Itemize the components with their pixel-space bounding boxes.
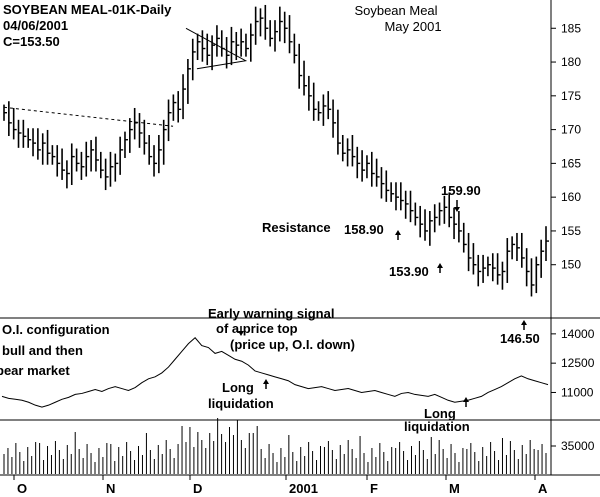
oi-axis-ticks: 11000 12500 14000 bbox=[551, 327, 595, 399]
x-tick-label: N bbox=[106, 481, 115, 496]
triangle-pattern bbox=[185, 27, 248, 70]
early-warning-line2: of a price top bbox=[216, 321, 298, 336]
x-tick-label: F bbox=[370, 481, 378, 496]
header-close: C=153.50 bbox=[3, 34, 60, 49]
price-tick-label: 185 bbox=[561, 21, 581, 35]
annotation-arrows bbox=[238, 200, 527, 407]
price-label-159: 159.90 bbox=[441, 183, 481, 198]
price-tick-label: 175 bbox=[561, 89, 581, 103]
volume-axis-ticks: 35000 bbox=[551, 439, 595, 453]
arrow-up-icon bbox=[437, 263, 443, 268]
arrow-up-icon bbox=[263, 379, 269, 384]
resistance-label: Resistance bbox=[262, 220, 331, 235]
long-liquidation-1a: Long bbox=[222, 380, 254, 395]
price-axis-ticks: 150 155 160 165 170 175 180 185 bbox=[551, 21, 581, 272]
x-tick-label: D bbox=[193, 481, 202, 496]
early-warning-line1: Early warning signal bbox=[208, 306, 334, 321]
price-tick-label: 180 bbox=[561, 55, 581, 69]
chart-title-line1: Soybean Meal bbox=[354, 3, 437, 18]
volume-tick-label: 35000 bbox=[561, 439, 595, 453]
oi-config-line3: bear market bbox=[0, 363, 70, 378]
long-liquidation-1b: liquidation bbox=[208, 396, 274, 411]
price-label-158: 158.90 bbox=[344, 222, 384, 237]
price-bars bbox=[3, 4, 549, 297]
price-tick-label: 160 bbox=[561, 190, 581, 204]
x-axis-labels: O N D 2001 F M A bbox=[13, 475, 548, 496]
oi-tick-label: 11000 bbox=[561, 385, 594, 399]
arrow-up-icon bbox=[463, 397, 469, 402]
x-tick-label: 2001 bbox=[289, 481, 318, 496]
oi-config-line2: bull and then bbox=[2, 343, 83, 358]
x-tick-label: M bbox=[449, 481, 460, 496]
long-liquidation-2a: Long bbox=[424, 406, 456, 421]
header-date: 04/06/2001 bbox=[3, 18, 68, 33]
early-warning-line3: (price up, O.I. down) bbox=[230, 337, 355, 352]
chart-frame bbox=[0, 0, 600, 476]
oi-tick-label: 14000 bbox=[561, 327, 595, 341]
dashed-trendline bbox=[3, 106, 174, 127]
open-interest-line bbox=[1, 337, 549, 408]
x-tick-label: O bbox=[17, 481, 27, 496]
oi-tick-label: 12500 bbox=[561, 356, 595, 370]
price-label-146: 146.50 bbox=[500, 331, 540, 346]
price-tick-label: 165 bbox=[561, 156, 581, 170]
arrow-up-icon bbox=[521, 320, 527, 325]
pattern-overlays bbox=[3, 27, 248, 127]
long-liquidation-2b: liquidation bbox=[404, 419, 470, 434]
arrow-down-icon bbox=[454, 207, 460, 212]
header-symbol: SOYBEAN MEAL-01K-Daily bbox=[3, 2, 172, 17]
arrow-down-icon bbox=[238, 331, 244, 336]
x-tick-label: A bbox=[538, 481, 548, 496]
volume-bars bbox=[3, 418, 547, 474]
price-label-153: 153.90 bbox=[389, 264, 429, 279]
price-tick-label: 170 bbox=[561, 123, 581, 137]
chart-title-line2: May 2001 bbox=[384, 19, 441, 34]
oi-config-line1: O.I. configuration bbox=[2, 322, 110, 337]
price-tick-label: 155 bbox=[561, 224, 581, 238]
price-tick-label: 150 bbox=[561, 258, 581, 272]
oi-series-line bbox=[1, 337, 549, 408]
arrow-up-icon bbox=[395, 230, 401, 235]
